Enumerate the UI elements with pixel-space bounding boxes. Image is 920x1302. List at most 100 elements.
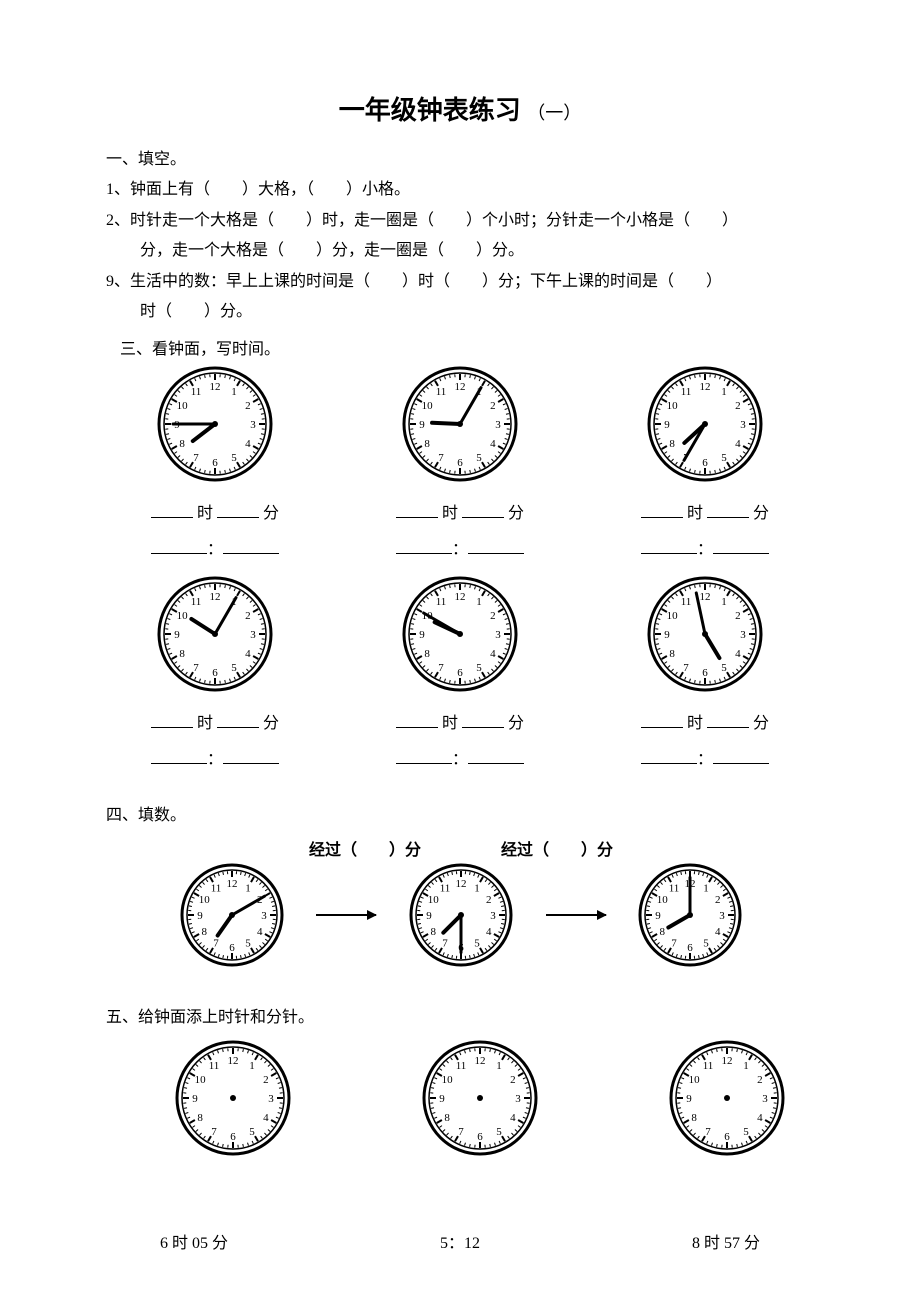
svg-text:8: 8 <box>424 648 430 660</box>
svg-text:7: 7 <box>705 1126 711 1138</box>
title-sub: （一） <box>527 103 581 123</box>
svg-text:6: 6 <box>477 1131 483 1143</box>
answer-blank: 时 分 <box>600 499 810 523</box>
svg-text:2: 2 <box>715 894 721 906</box>
page-title: 一年级钟表练习 （一） <box>100 90 820 127</box>
svg-text:12: 12 <box>455 381 466 393</box>
svg-text:11: 11 <box>191 596 202 608</box>
answer-blank: 时 分 <box>355 499 565 523</box>
svg-text:2: 2 <box>245 610 251 622</box>
answer-colon: ： <box>600 745 810 769</box>
svg-text:11: 11 <box>681 386 692 398</box>
svg-text:3: 3 <box>495 629 501 641</box>
answer-colon: ： <box>110 535 320 559</box>
svg-text:6: 6 <box>702 457 708 469</box>
svg-text:4: 4 <box>245 438 251 450</box>
svg-text:5: 5 <box>245 938 251 950</box>
svg-text:9: 9 <box>193 1093 199 1105</box>
svg-text:7: 7 <box>438 662 444 674</box>
svg-text:9: 9 <box>419 419 425 431</box>
svg-text:1: 1 <box>250 1060 256 1072</box>
svg-text:11: 11 <box>436 386 447 398</box>
svg-text:1: 1 <box>721 596 727 608</box>
time-label-2: 5：12 <box>440 1229 480 1253</box>
time-label-3: 8 时 57 分 <box>692 1229 760 1253</box>
svg-text:6: 6 <box>231 1131 237 1143</box>
svg-text:2: 2 <box>490 610 496 622</box>
svg-text:4: 4 <box>490 438 496 450</box>
svg-text:8: 8 <box>669 438 675 450</box>
svg-text:7: 7 <box>438 452 444 464</box>
svg-text:11: 11 <box>191 386 202 398</box>
svg-text:8: 8 <box>201 926 207 938</box>
clock-cell: 123456789101112 时 分 ： <box>355 363 565 569</box>
svg-text:8: 8 <box>424 438 430 450</box>
svg-text:5: 5 <box>476 452 482 464</box>
svg-text:9: 9 <box>419 629 425 641</box>
svg-text:4: 4 <box>486 926 492 938</box>
svg-text:3: 3 <box>261 910 267 922</box>
svg-text:8: 8 <box>179 648 185 660</box>
clock-face: 123456789101112 <box>644 573 766 695</box>
svg-text:10: 10 <box>657 894 669 906</box>
svg-text:8: 8 <box>669 648 675 660</box>
question-9b: 时（ ）分。 <box>140 297 820 327</box>
svg-text:12: 12 <box>455 591 466 603</box>
svg-text:11: 11 <box>456 1060 467 1072</box>
arrow-icon <box>316 914 376 916</box>
svg-text:5: 5 <box>721 452 727 464</box>
svg-text:3: 3 <box>490 910 496 922</box>
svg-text:8: 8 <box>691 1112 697 1124</box>
svg-text:8: 8 <box>660 926 666 938</box>
svg-text:7: 7 <box>213 938 219 950</box>
worksheet-page: 一年级钟表练习 （一） 一、填空。 1、钟面上有（ ）大格，（ ）小格。 2、时… <box>0 0 920 1302</box>
svg-text:11: 11 <box>436 596 447 608</box>
svg-text:11: 11 <box>210 883 221 895</box>
svg-text:9: 9 <box>426 910 432 922</box>
svg-text:1: 1 <box>245 883 251 895</box>
svg-text:2: 2 <box>486 894 492 906</box>
svg-text:3: 3 <box>515 1093 521 1105</box>
svg-text:3: 3 <box>250 419 256 431</box>
svg-text:10: 10 <box>667 400 679 412</box>
svg-text:8: 8 <box>444 1112 450 1124</box>
svg-text:3: 3 <box>740 629 746 641</box>
svg-text:6: 6 <box>457 457 463 469</box>
svg-text:7: 7 <box>672 938 678 950</box>
svg-text:10: 10 <box>428 894 440 906</box>
clock-face: 123456789101112 <box>177 860 287 970</box>
section-5-header: 五、给钟面添上时针和分针。 <box>106 1003 820 1027</box>
pass-label-2: 经过（ ）分 <box>501 836 613 860</box>
svg-text:1: 1 <box>743 1060 749 1072</box>
svg-text:2: 2 <box>490 400 496 412</box>
q5-time-labels: 6 时 05 分 5：12 8 时 57 分 <box>160 1229 760 1253</box>
svg-text:12: 12 <box>226 878 237 890</box>
svg-text:10: 10 <box>195 1074 207 1086</box>
svg-text:4: 4 <box>757 1112 763 1124</box>
svg-text:1: 1 <box>231 386 237 398</box>
svg-text:3: 3 <box>269 1093 275 1105</box>
svg-text:10: 10 <box>422 400 434 412</box>
svg-text:8: 8 <box>198 1112 204 1124</box>
answer-colon: ： <box>355 745 565 769</box>
clock-face-empty: 123456789101112 <box>172 1037 294 1159</box>
svg-text:6: 6 <box>457 667 463 679</box>
svg-text:9: 9 <box>197 910 203 922</box>
section-4-header: 四、填数。 <box>106 801 820 825</box>
svg-text:3: 3 <box>740 419 746 431</box>
question-2a: 2、时针走一个大格是（ ）时，走一圈是（ ）个小时；分针走一个小格是（ ） <box>106 206 820 236</box>
q4-container: 经过（ ）分 经过（ ）分 123456789101112 1234567891… <box>150 835 772 977</box>
q4-pass-labels: 经过（ ）分 经过（ ）分 <box>151 836 771 860</box>
svg-text:2: 2 <box>263 1074 269 1086</box>
answer-blank: 时 分 <box>110 709 320 733</box>
time-label-1: 6 时 05 分 <box>160 1229 228 1253</box>
svg-text:10: 10 <box>198 894 210 906</box>
clock-cell: 123456789101112 时 分 ： <box>110 363 320 569</box>
svg-text:5: 5 <box>250 1126 256 1138</box>
svg-text:11: 11 <box>681 596 692 608</box>
svg-text:8: 8 <box>179 438 185 450</box>
svg-text:4: 4 <box>245 648 251 660</box>
svg-text:3: 3 <box>720 910 726 922</box>
clock-face: 123456789101112 <box>399 573 521 695</box>
svg-text:9: 9 <box>664 419 670 431</box>
